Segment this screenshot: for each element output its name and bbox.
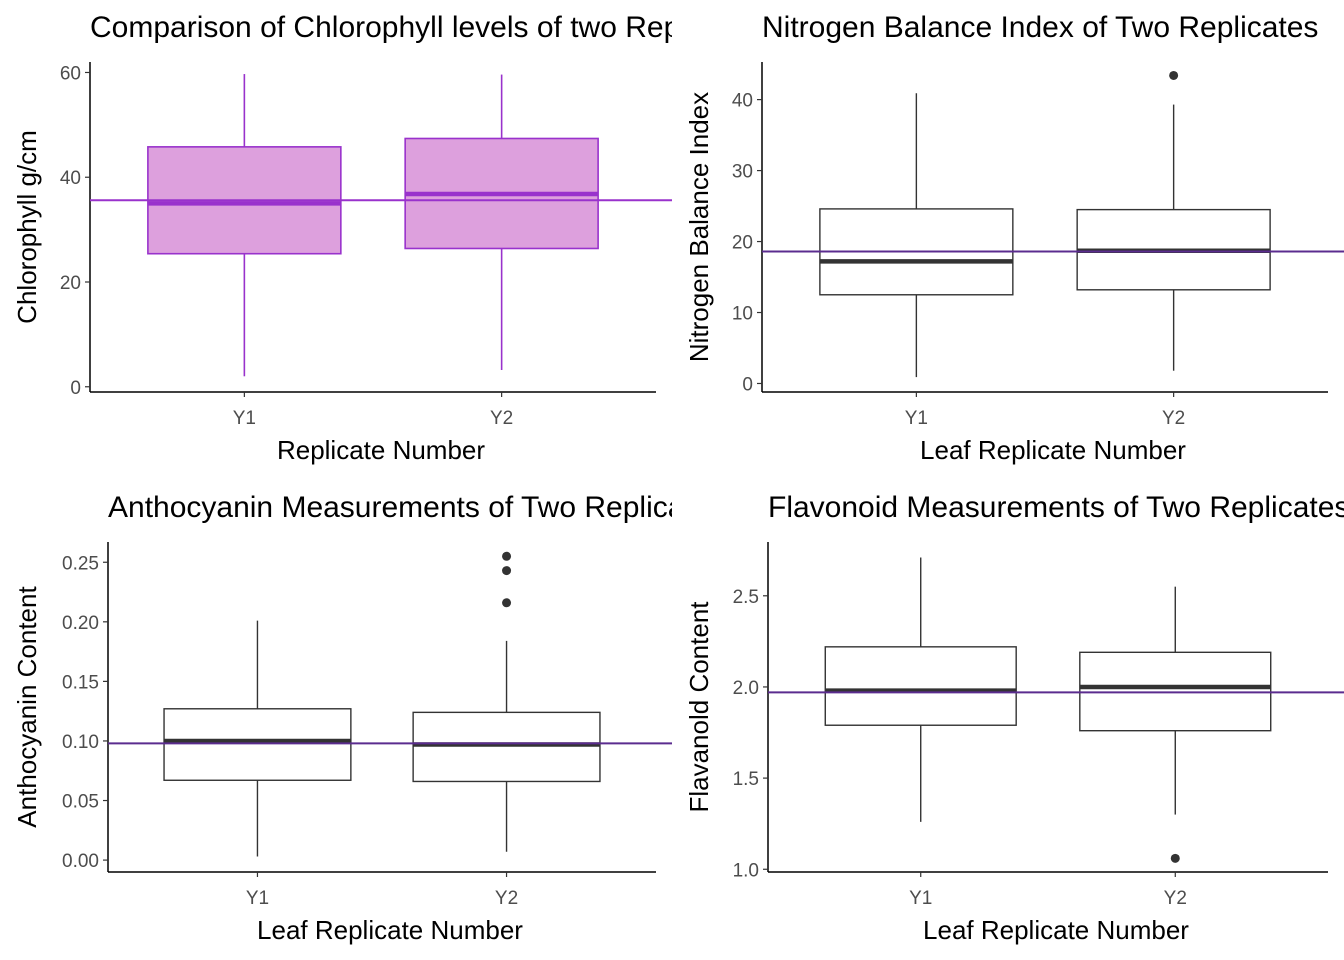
y-tick-label: 60 bbox=[60, 63, 81, 84]
y-tick-label: 0.10 bbox=[62, 732, 99, 753]
x-tick-label: Y2 bbox=[495, 888, 518, 909]
y-tick-label: 0.20 bbox=[62, 613, 99, 634]
chart-title: Flavonoid Measurements of Two Replicates bbox=[768, 491, 1344, 524]
x-tick-label: Y1 bbox=[246, 888, 269, 909]
chart-title: Anthocyanin Measurements of Two Replicat… bbox=[108, 491, 672, 524]
x-tick-label: Y1 bbox=[905, 408, 928, 429]
x-tick-label: Y1 bbox=[233, 408, 256, 429]
x-tick-label: Y2 bbox=[1164, 888, 1187, 909]
y-tick-label: 1.0 bbox=[733, 860, 759, 881]
box-y2 bbox=[412, 711, 601, 783]
y-tick-label: 20 bbox=[60, 273, 81, 294]
y-tick-label: 2.0 bbox=[733, 678, 759, 699]
y-tick-label: 0.05 bbox=[62, 792, 99, 813]
y-axis-title: Chlorophyll g/cm bbox=[12, 130, 42, 324]
x-tick-label: Y2 bbox=[1162, 408, 1185, 429]
x-axis-title: Replicate Number bbox=[277, 435, 485, 465]
chart-plot: 0.00 0.05 0.10 0.15 0.20 0.25 Y1 Y2 Leaf Replica… bbox=[12, 542, 672, 945]
y-tick-label: 2.5 bbox=[733, 587, 759, 608]
y-tick-label: 10 bbox=[732, 304, 753, 325]
x-axis-title: Leaf Replicate Number bbox=[923, 915, 1189, 945]
chart-title: Nitrogen Balance Index of Two Replicates bbox=[762, 11, 1319, 44]
y-axis-title: Flavanold Content bbox=[684, 601, 714, 813]
y-tick-label: 0 bbox=[742, 374, 753, 395]
chart-plot: 0 10 20 30 40 Y1 Y2 Leaf Replicate Number Nitrog… bbox=[684, 62, 1344, 465]
chart-panel-nitrogen: Nitrogen Balance Index of Two Replicates… bbox=[672, 0, 1344, 480]
y-tick-label: 40 bbox=[60, 168, 81, 189]
outlier-point bbox=[1169, 70, 1179, 80]
chart-panel-anthocyanin: Anthocyanin Measurements of Two Replicat… bbox=[0, 480, 672, 960]
y-tick-label: 0 bbox=[70, 378, 81, 399]
y-tick-label: 40 bbox=[732, 91, 753, 112]
box-y1 bbox=[163, 708, 352, 781]
chart-panel-flavonoid: Flavonoid Measurements of Two Replicates… bbox=[672, 480, 1344, 960]
outlier-point bbox=[502, 551, 512, 561]
y-tick-label: 1.5 bbox=[733, 769, 759, 790]
x-tick-label: Y2 bbox=[490, 408, 513, 429]
chart-plot: 1.0 1.5 2.0 2.5 Y1 Y2 Leaf Replicate Number Fla… bbox=[684, 542, 1344, 945]
y-tick-label: 0.15 bbox=[62, 672, 99, 693]
x-tick-label: Y1 bbox=[909, 888, 932, 909]
y-tick-label: 20 bbox=[732, 233, 753, 254]
chart-panel-chlorophyll: Comparison of Chlorophyll levels of two … bbox=[0, 0, 672, 480]
y-tick-label: 0.00 bbox=[62, 851, 99, 872]
y-tick-label: 0.25 bbox=[62, 553, 99, 574]
x-axis-title: Leaf Replicate Number bbox=[920, 435, 1186, 465]
outlier-point bbox=[502, 566, 512, 576]
y-axis-title: Anthocyanin Content bbox=[12, 586, 42, 828]
outlier-point bbox=[1170, 853, 1180, 863]
y-axis-title: Nitrogen Balance Index bbox=[684, 92, 714, 362]
y-tick-label: 30 bbox=[732, 162, 753, 183]
outlier-point bbox=[502, 598, 512, 608]
x-axis-title: Leaf Replicate Number bbox=[257, 915, 523, 945]
chart-title: Comparison of Chlorophyll levels of two … bbox=[90, 11, 672, 44]
box-y1 bbox=[824, 646, 1017, 726]
